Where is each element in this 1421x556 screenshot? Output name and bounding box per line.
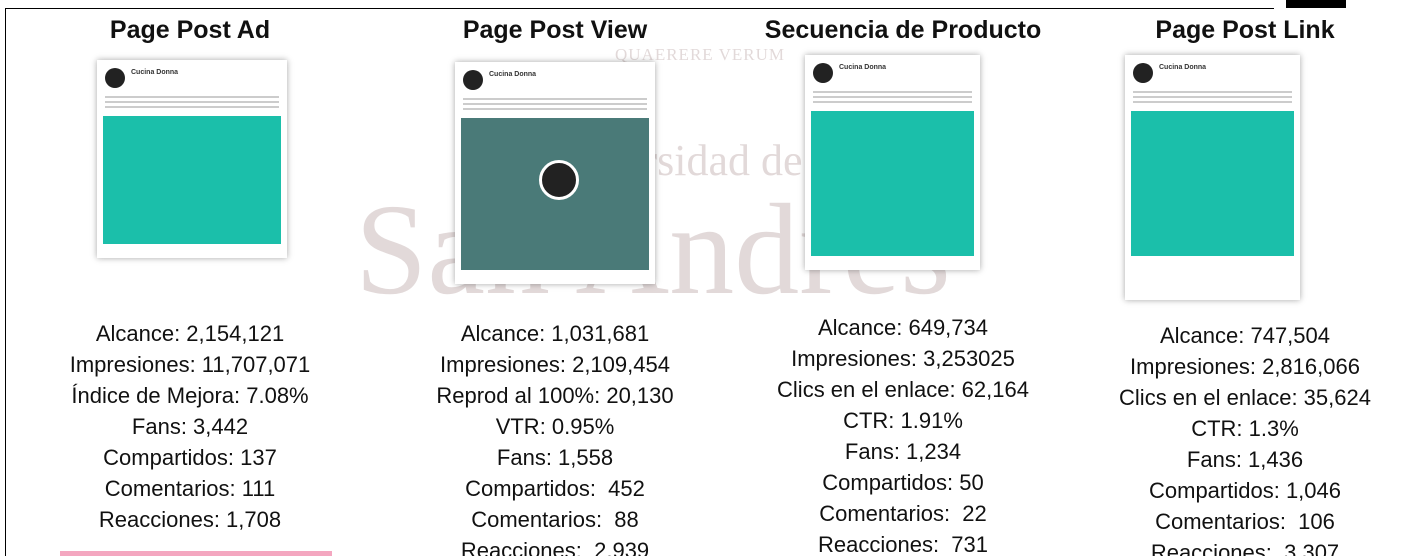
post-image <box>1131 111 1294 256</box>
stat-line: Compartidos: 452 <box>465 476 645 501</box>
ad-preview: Cucina Donna <box>805 55 980 270</box>
stat-line: Compartidos: 50 <box>822 470 984 495</box>
stat-line: Reacciones: 731 <box>818 532 988 556</box>
post-image <box>461 118 649 270</box>
post-text <box>1133 91 1292 105</box>
stat-line: Comentarios: 22 <box>819 501 987 526</box>
stat-line: VTR: 0.95% <box>495 414 615 439</box>
page-avatar <box>1133 63 1153 83</box>
stats: Alcance: 2,154,121 Impresiones: 11,707,07… <box>10 318 370 535</box>
column: Page Post View Cucina Donna Alcance: 1,031… <box>375 0 735 556</box>
column-title: Page Post Ad <box>109 16 271 44</box>
corner-box <box>1286 0 1346 8</box>
stat-line: Fans: 1,436 <box>1186 447 1304 472</box>
stat-line: Alcance: 649,734 <box>817 315 989 340</box>
stat-line: Reprod al 100%: 20,130 <box>436 383 674 408</box>
stat-line: Impresiones: 11,707,071 <box>69 352 311 377</box>
stat-line: Alcance: 1,031,681 <box>460 321 650 346</box>
stat-line: Alcance: 747,504 <box>1159 323 1331 348</box>
stat-line: Reacciones: 1,708 <box>98 507 282 532</box>
page-avatar <box>463 70 483 90</box>
page-name: Cucina Donna <box>131 69 179 76</box>
stat-line: Comentarios: 106 <box>1155 509 1335 534</box>
stat-line: Fans: 1,234 <box>844 439 962 464</box>
stat-line: Índice de Mejora: 7.08% <box>71 383 309 408</box>
frame <box>5 8 1274 556</box>
watermark-motto: QUAERERE VERUM <box>615 45 785 64</box>
post-text <box>105 96 279 110</box>
ad-preview: Cucina Donna <box>455 62 655 284</box>
stats: Alcance: 747,504 Impresiones: 2,816,066 Cl… <box>1065 320 1421 556</box>
column: Page Post Ad Cucina Donna Alcance: 2,154,1… <box>10 0 370 556</box>
stat-line: Compartidos: 137 <box>103 445 277 470</box>
stat-line: Impresiones: 3,253025 <box>791 346 1015 371</box>
page-name: Cucina Donna <box>839 64 887 71</box>
stat-line: Impresiones: 2,816,066 <box>1130 354 1360 379</box>
post-text <box>813 91 972 105</box>
stat-line: Comentarios: 111 <box>104 476 276 501</box>
column-title: Page Post View <box>462 16 648 44</box>
page-avatar <box>105 68 125 88</box>
ad-preview: Cucina Donna <box>1125 55 1300 300</box>
stats: Alcance: 1,031,681 Impresiones: 2,109,454… <box>375 318 735 556</box>
stat-line: Clics en el enlace: 35,624 <box>1119 385 1371 410</box>
stat-line: Compartidos: 1,046 <box>1149 478 1341 503</box>
post-text <box>463 98 647 112</box>
ad-preview: Cucina Donna <box>97 60 287 258</box>
stat-line: CTR: 1.3% <box>1191 416 1299 441</box>
page-avatar <box>813 63 833 83</box>
stat-line: Fans: 3,442 <box>131 414 249 439</box>
post-image <box>103 116 281 244</box>
stat-line: Reacciones: 3,307 <box>1150 540 1340 556</box>
column: Secuencia de Producto Cucina Donna Alcance… <box>723 0 1083 556</box>
page-name: Cucina Donna <box>489 71 537 78</box>
stat-line: Fans: 1,558 <box>496 445 614 470</box>
post-image <box>811 111 974 256</box>
stat-line: Reacciones: 2,939 <box>460 538 650 556</box>
column-title: Secuencia de Producto <box>764 16 1042 44</box>
stat-line: Clics en el enlace: 62,164 <box>777 377 1029 402</box>
stat-line: Comentarios: 88 <box>471 507 639 532</box>
stats: Alcance: 649,734 Impresiones: 3,253025 Cli… <box>723 312 1083 556</box>
stat-line: Impresiones: 2,109,454 <box>440 352 670 377</box>
highlight-bar <box>60 551 332 556</box>
stat-line: CTR: 1.91% <box>843 408 963 433</box>
stat-line: Alcance: 2,154,121 <box>95 321 285 346</box>
play-button <box>539 160 579 200</box>
column: Page Post Link Cucina Donna Alcance: 747,5… <box>1065 0 1421 556</box>
column-title: Page Post Link <box>1155 16 1335 44</box>
page-name: Cucina Donna <box>1159 64 1207 71</box>
